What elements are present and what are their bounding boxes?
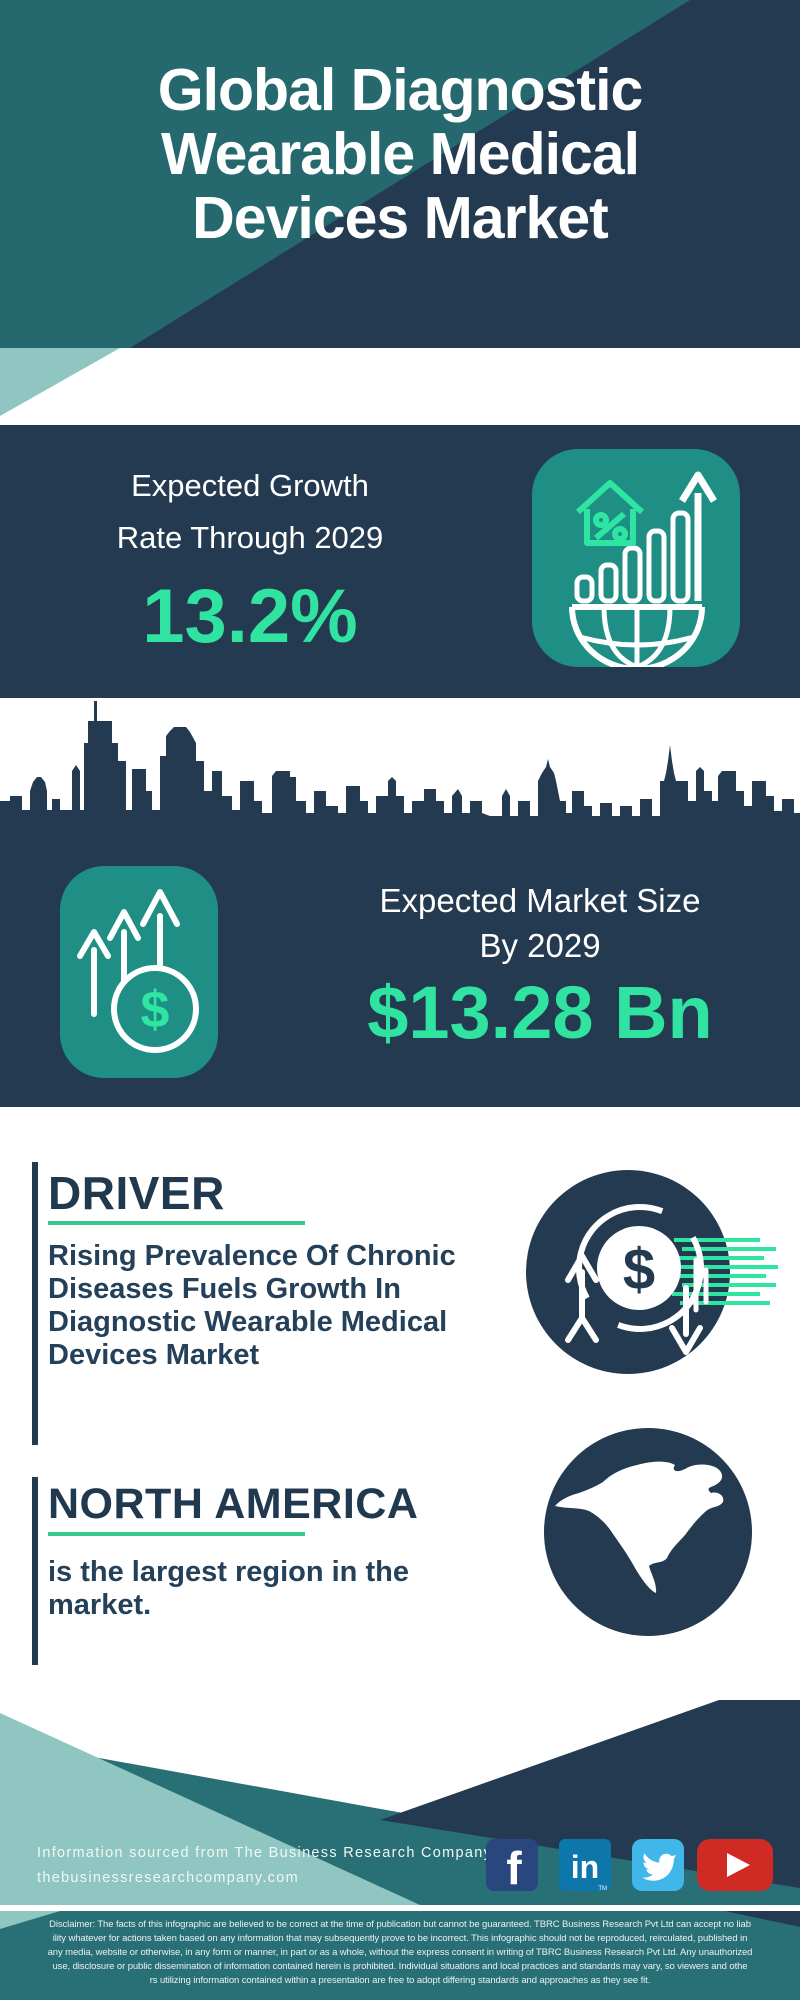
market-size-heading-line1: Expected Market Size [379, 882, 701, 919]
page-title: Global Diagnostic Wearable Medical Devic… [0, 58, 800, 250]
website-link[interactable]: thebusinessresearchcompany.com [37, 1869, 299, 1886]
money-flow-icon: $ [526, 1170, 778, 1374]
north-america-map-icon [544, 1428, 752, 1636]
driver-heading: DRIVER [48, 1167, 225, 1219]
growth-globe-chart-icon [532, 449, 740, 667]
linkedin-icon[interactable]: in TM [559, 1838, 611, 1892]
growth-rate-section: Expected Growth Rate Through 2029 13.2% [0, 425, 800, 698]
growth-heading-line2: Rate Through 2029 [116, 520, 384, 555]
footer-separator-line [0, 1905, 800, 1911]
driver-text: Rising Prevalence Of Chronic Diseases Fu… [48, 1240, 478, 1372]
page-title-line1: Global Diagnostic [157, 57, 644, 123]
region-accent-bar [32, 1477, 38, 1665]
source-text: Information sourced from The Business Re… [37, 1845, 493, 1861]
divider-triangle [0, 348, 120, 416]
svg-text:f: f [506, 1842, 522, 1892]
facebook-icon[interactable]: f [486, 1838, 538, 1892]
market-size-dollar-arrows-icon: $ [60, 866, 218, 1078]
market-size-heading: Expected Market Size By 2029 [310, 878, 770, 968]
youtube-icon[interactable] [697, 1838, 773, 1892]
header-divider-band [0, 348, 800, 425]
house-percent-icon [575, 480, 645, 546]
growth-heading: Expected Growth Rate Through 2029 [30, 460, 470, 564]
header-banner: Global Diagnostic Wearable Medical Devic… [0, 0, 800, 348]
page-title-line2: Wearable Medical [160, 121, 640, 187]
driver-text-line4: Devices Market [48, 1339, 260, 1371]
region-text: is the largest region in the market. [48, 1556, 478, 1622]
svg-text:$: $ [141, 981, 170, 1039]
region-text-line1: is the largest region in the [48, 1556, 409, 1588]
market-size-value: $13.28 Bn [367, 971, 713, 1054]
disclaimer-line5: rs utilizing information contained withi… [149, 1975, 651, 1986]
source-attribution: Information sourced from The Business Re… [37, 1841, 507, 1890]
disclaimer-line1: Disclaimer: The facts of this infographi… [49, 1919, 751, 1930]
region-text-line2: market. [48, 1589, 152, 1621]
svg-text:in: in [571, 1849, 599, 1885]
driver-underline [48, 1221, 305, 1225]
disclaimer-line4: use, disclosure or public dissemination … [52, 1961, 748, 1972]
disclaimer-line3: any media, website or otherwise, in any … [47, 1947, 753, 1958]
twitter-icon[interactable] [632, 1838, 684, 1892]
growth-rate-value: 13.2% [142, 574, 358, 659]
svg-text:TM: TM [598, 1886, 607, 1892]
region-heading: NORTH AMERICA [48, 1480, 419, 1528]
svg-text:$: $ [623, 1237, 655, 1302]
driver-text-line2: Diseases Fuels Growth In [48, 1273, 401, 1305]
driver-accent-bar [32, 1162, 38, 1445]
region-underline [48, 1532, 305, 1536]
disclaimer-line2: ility whatever for actions taken based o… [52, 1933, 748, 1944]
disclaimer-text: Disclaimer: The facts of this infographi… [0, 1918, 800, 1988]
disclaimer-band: Disclaimer: The facts of this infographi… [0, 1911, 800, 2000]
driver-text-line3: Diagnostic Wearable Medical [48, 1306, 448, 1338]
market-size-section: $ Expected Market Size By 2029 $13.28 Bn [0, 698, 800, 1107]
market-size-heading-line2: By 2029 [479, 927, 601, 964]
page-title-line3: Devices Market [192, 185, 609, 251]
driver-text-line1: Rising Prevalence Of Chronic [48, 1240, 456, 1272]
growth-heading-line1: Expected Growth [131, 468, 369, 503]
